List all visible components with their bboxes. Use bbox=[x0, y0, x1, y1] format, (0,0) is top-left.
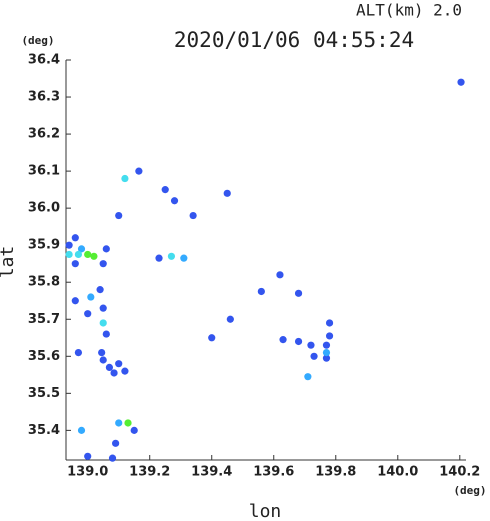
echo-point bbox=[457, 78, 465, 86]
echo-point bbox=[115, 419, 123, 427]
y-tick-label: 35.5 bbox=[28, 386, 60, 401]
echo-point bbox=[105, 363, 114, 372]
echo-point bbox=[74, 250, 83, 259]
x-tick-label: 139.6 bbox=[253, 465, 294, 480]
echo-point bbox=[77, 245, 86, 253]
y-tick-label: 35.9 bbox=[28, 238, 60, 253]
echo-point bbox=[71, 297, 79, 305]
echo-point bbox=[87, 293, 95, 301]
y-tick-label: 35.6 bbox=[28, 349, 60, 364]
echo-point bbox=[84, 250, 92, 259]
x-tick-label: 139.2 bbox=[129, 465, 170, 480]
echo-point bbox=[322, 354, 331, 362]
echo-point bbox=[71, 260, 79, 268]
echo-point bbox=[84, 452, 92, 460]
echo-point bbox=[170, 197, 179, 205]
echo-point bbox=[307, 341, 315, 349]
echo-point bbox=[110, 369, 118, 377]
echo-point bbox=[189, 211, 197, 220]
echo-point bbox=[121, 174, 129, 183]
echo-point bbox=[65, 250, 73, 259]
echo-point bbox=[99, 260, 107, 268]
echo-point bbox=[161, 186, 169, 194]
echo-point bbox=[130, 426, 138, 434]
echo-point bbox=[96, 286, 104, 294]
echo-point bbox=[310, 352, 318, 360]
echo-point bbox=[223, 189, 231, 197]
y-tick-label: 35.7 bbox=[28, 312, 60, 327]
x-tick-label: 139.8 bbox=[315, 465, 356, 480]
echo-point bbox=[74, 348, 83, 357]
echo-point bbox=[279, 336, 287, 344]
echo-point bbox=[325, 332, 334, 340]
echo-point bbox=[294, 337, 303, 346]
echo-point bbox=[294, 289, 303, 297]
echo-point bbox=[322, 341, 331, 349]
echo-point bbox=[71, 234, 79, 242]
y-axis-label: lat bbox=[0, 246, 18, 279]
echo-point bbox=[115, 211, 123, 220]
echo-point bbox=[108, 454, 117, 462]
y-tick-label: 36.0 bbox=[28, 201, 60, 216]
y-tick-label: 35.8 bbox=[28, 275, 60, 290]
echo-point bbox=[65, 241, 73, 249]
echo-point bbox=[90, 252, 98, 260]
echo-point bbox=[84, 310, 92, 318]
echo-point bbox=[135, 167, 143, 175]
echo-point bbox=[155, 254, 163, 262]
echo-point bbox=[322, 348, 331, 357]
x-axis-label: lon bbox=[249, 501, 282, 521]
y-unit: (deg) bbox=[21, 34, 54, 47]
y-tick-label: 35.4 bbox=[28, 423, 60, 438]
echo-point bbox=[99, 356, 107, 364]
y-tick-label: 36.3 bbox=[28, 90, 60, 105]
chart-title: 2020/01/06 04:55:24 bbox=[174, 28, 414, 52]
y-tick-label: 36.4 bbox=[28, 53, 60, 68]
x-tick-label: 139.4 bbox=[191, 465, 232, 480]
echo-point bbox=[102, 245, 110, 253]
echo-point bbox=[77, 426, 86, 434]
echo-point bbox=[112, 439, 120, 447]
x-tick-label: 139.0 bbox=[67, 465, 108, 480]
echo-point bbox=[208, 334, 216, 342]
echo-point bbox=[180, 254, 188, 262]
x-unit: (deg) bbox=[453, 484, 486, 497]
echo-point bbox=[121, 367, 129, 375]
echo-point bbox=[99, 304, 107, 312]
echo-point bbox=[167, 252, 176, 260]
echo-point bbox=[115, 360, 123, 368]
y-tick-label: 36.1 bbox=[28, 164, 60, 179]
echo-point bbox=[325, 319, 334, 327]
echo-point bbox=[276, 271, 284, 279]
altitude-label: ALT(km) 2.0 bbox=[356, 1, 462, 20]
echo-point bbox=[304, 373, 312, 381]
x-tick-label: 140.0 bbox=[377, 465, 418, 480]
echo-point bbox=[257, 287, 265, 296]
echo-point bbox=[99, 319, 107, 327]
x-tick-label: 140.2 bbox=[439, 465, 480, 480]
echo-point bbox=[102, 330, 110, 338]
echo-point bbox=[98, 348, 106, 357]
y-tick-label: 36.2 bbox=[28, 127, 60, 142]
echo-point bbox=[226, 315, 234, 323]
echo-point bbox=[124, 419, 132, 427]
